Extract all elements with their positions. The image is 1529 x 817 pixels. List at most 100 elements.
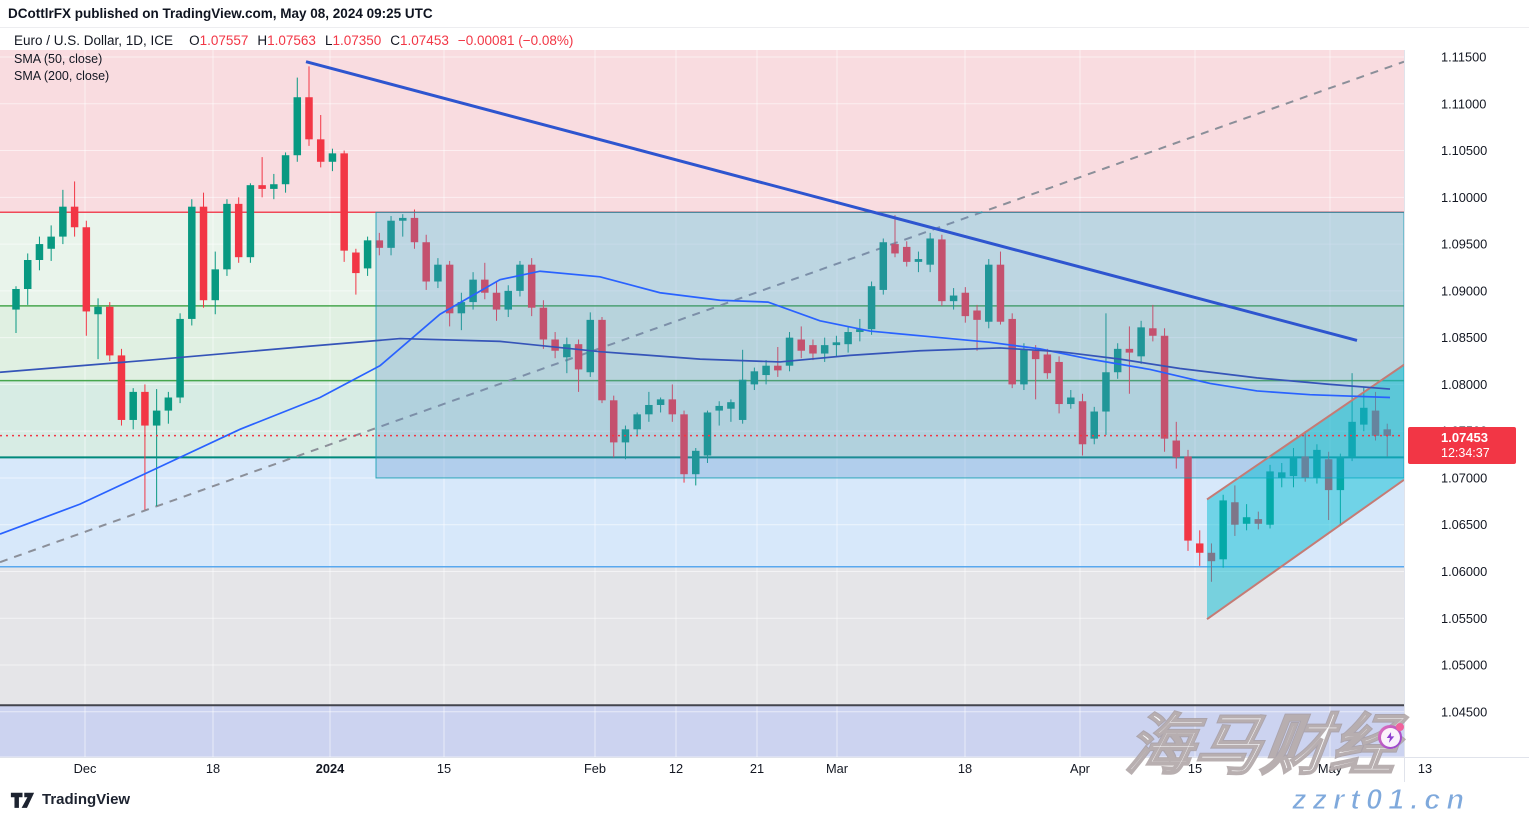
candle[interactable] [949,288,958,310]
candle[interactable] [1254,511,1263,530]
candle[interactable] [1137,320,1145,364]
candle[interactable] [891,215,899,258]
candle[interactable] [680,410,688,483]
candle[interactable] [399,214,407,237]
plot-area[interactable] [0,50,1404,757]
candle[interactable] [234,197,243,263]
candle[interactable] [328,148,337,172]
candle[interactable] [35,236,44,271]
candle[interactable] [703,410,712,463]
candle[interactable] [305,66,313,146]
candle[interactable] [961,287,970,323]
candle[interactable] [281,152,290,193]
candle[interactable] [750,367,759,391]
candle[interactable] [1219,494,1227,568]
candle[interactable] [973,304,981,351]
candle[interactable] [516,260,524,297]
candle[interactable] [59,189,67,245]
candle[interactable] [223,199,231,276]
legend-sma50[interactable]: SMA (50, close) [14,52,103,66]
candle[interactable] [12,286,20,333]
candle[interactable] [692,448,700,486]
candle[interactable] [410,209,419,249]
sma50-line[interactable] [0,270,1391,535]
candle[interactable] [188,199,196,326]
candle[interactable] [1266,464,1274,529]
candle[interactable] [199,192,208,308]
candle[interactable] [481,262,489,300]
candle[interactable] [211,251,219,315]
candle[interactable] [527,258,536,317]
candle[interactable] [1348,373,1356,462]
candle[interactable] [492,281,501,321]
candle[interactable] [457,292,466,331]
candle[interactable] [316,115,325,168]
candle[interactable] [94,298,102,360]
candle[interactable] [563,337,571,374]
candle[interactable] [1020,343,1028,391]
candle[interactable] [1301,431,1309,482]
candle[interactable] [469,272,477,310]
candle[interactable] [1055,356,1063,414]
sma200-line[interactable] [0,337,1391,390]
candle[interactable] [551,332,559,359]
candle[interactable] [598,317,606,404]
candle[interactable] [1231,485,1239,536]
candle[interactable] [352,248,360,295]
candle[interactable] [1113,343,1122,379]
candle[interactable] [504,285,512,318]
candle[interactable] [609,395,618,458]
rising-channel-bottom[interactable] [1206,478,1404,621]
current-price-badge[interactable]: 1.07453 12:34:37 [1408,427,1516,464]
candle[interactable] [1242,504,1251,531]
candle[interactable] [375,232,384,256]
candle[interactable] [1067,390,1075,409]
tradingview-attribution[interactable]: TradingView [10,789,130,809]
candle[interactable] [1336,453,1345,526]
candle[interactable] [1008,313,1016,389]
candle[interactable] [141,384,149,510]
candle[interactable] [129,388,137,430]
candle[interactable] [985,259,993,329]
lightning-icon[interactable] [1378,723,1404,749]
candle[interactable] [574,339,583,392]
candle[interactable] [117,348,126,426]
candle[interactable] [422,234,430,290]
candle[interactable] [902,241,911,267]
candle[interactable] [293,77,302,162]
candle[interactable] [996,251,1005,325]
candle[interactable] [762,360,770,385]
candle[interactable] [106,302,114,362]
candle[interactable] [1172,421,1181,469]
candle[interactable] [1371,391,1380,441]
candle[interactable] [363,236,372,276]
candle[interactable] [82,220,91,336]
candle[interactable] [1160,328,1169,452]
candle[interactable] [1043,348,1052,379]
candle[interactable] [258,157,266,198]
candle[interactable] [926,232,934,273]
candle[interactable] [738,349,747,424]
candle[interactable] [1383,423,1391,457]
blue-consolidation-box[interactable] [375,211,1404,479]
candle[interactable] [809,339,817,361]
rising-channel-fill[interactable] [1207,364,1404,620]
candle[interactable] [164,391,173,424]
candle[interactable] [668,384,677,422]
candle[interactable] [1207,543,1216,582]
symbol-title[interactable]: Euro / U.S. Dollar, 1D, ICE [14,33,174,48]
candle[interactable] [539,300,548,349]
candle[interactable] [152,389,161,507]
candle[interactable] [797,326,805,359]
candle[interactable] [270,173,278,200]
candle[interactable] [879,238,888,295]
candle[interactable] [1078,393,1087,456]
candle[interactable] [715,401,723,426]
candle[interactable] [387,216,395,256]
candle[interactable] [785,332,794,372]
candle[interactable] [1195,530,1204,566]
candle[interactable] [1149,304,1157,342]
candle[interactable] [246,183,255,263]
candle[interactable] [1031,345,1040,400]
